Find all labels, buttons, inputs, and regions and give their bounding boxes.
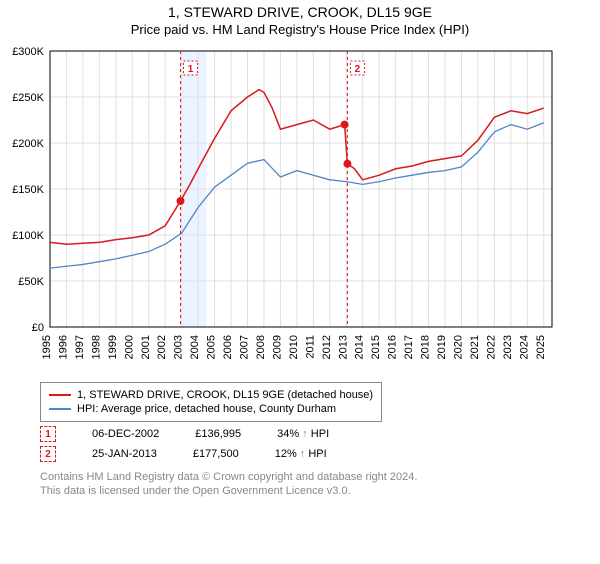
x-tick-label: 2007: [239, 335, 251, 359]
legend-row: 1, STEWARD DRIVE, CROOK, DL15 9GE (detac…: [49, 389, 373, 401]
y-tick-label: £50K: [18, 276, 44, 288]
footer-line: Contains HM Land Registry data © Crown c…: [40, 470, 600, 484]
x-tick-label: 2021: [469, 335, 481, 359]
sale-price: £136,995: [195, 428, 241, 440]
x-tick-label: 2003: [173, 335, 185, 359]
up-arrow-icon: ↑: [302, 428, 308, 440]
x-tick-label: 2012: [321, 335, 333, 359]
chart-title: 1, STEWARD DRIVE, CROOK, DL15 9GE: [0, 4, 600, 20]
svg-text:1: 1: [188, 64, 194, 75]
x-tick-label: 2002: [156, 335, 168, 359]
sales-table: 1 06-DEC-2002 £136,995 34% ↑ HPI 2 25-JAN-201…: [0, 426, 600, 462]
x-tick-label: 2025: [535, 335, 547, 359]
x-tick-label: 1999: [107, 335, 119, 359]
x-tick-label: 2019: [436, 335, 448, 359]
sale-flag: 1: [184, 61, 198, 75]
x-tick-label: 2009: [271, 335, 283, 359]
x-tick-label: 2016: [387, 335, 399, 359]
footer-line: This data is licensed under the Open Gov…: [40, 484, 600, 498]
legend-swatch: [49, 408, 71, 410]
x-tick-label: 2008: [255, 335, 267, 359]
y-tick-label: £150K: [12, 184, 44, 196]
x-tick-label: 2001: [140, 335, 152, 359]
x-tick-label: 2004: [189, 335, 201, 359]
x-tick-label: 2018: [420, 335, 432, 359]
sale-row: 1 06-DEC-2002 £136,995 34% ↑ HPI: [40, 426, 600, 442]
x-tick-label: 2013: [337, 335, 349, 359]
up-arrow-icon: ↑: [300, 448, 306, 460]
x-tick-label: 1998: [90, 335, 102, 359]
x-tick-label: 2022: [485, 335, 497, 359]
x-tick-label: 2006: [222, 335, 234, 359]
sale-price: £177,500: [193, 448, 239, 460]
x-tick-label: 1996: [57, 335, 69, 359]
legend-swatch: [49, 394, 71, 396]
x-tick-label: 2023: [502, 335, 514, 359]
x-tick-label: 2000: [123, 335, 135, 359]
sale-dot: [177, 197, 185, 205]
sale-pct: 34% ↑ HPI: [277, 428, 329, 440]
x-tick-label: 1997: [74, 335, 86, 359]
x-tick-label: 1995: [41, 335, 53, 359]
y-tick-label: £0: [32, 322, 44, 334]
x-tick-label: 2015: [370, 335, 382, 359]
chart-subtitle: Price paid vs. HM Land Registry's House …: [0, 22, 600, 37]
x-tick-label: 2011: [304, 335, 316, 359]
x-tick-label: 2024: [518, 335, 530, 359]
price-chart: £0 £50K £100K £150K £200K £250K £300K 1995 1996 1…: [0, 43, 560, 373]
sale-marker-icon: 2: [40, 446, 56, 462]
x-tick-label: 2017: [403, 335, 415, 359]
y-tick-label: £300K: [12, 46, 44, 58]
sale-row: 2 25-JAN-2013 £177,500 12% ↑ HPI: [40, 446, 600, 462]
sale-marker-icon: 1: [40, 426, 56, 442]
sale-pct: 12% ↑ HPI: [275, 448, 327, 460]
attribution-footer: Contains HM Land Registry data © Crown c…: [40, 470, 600, 499]
x-tick-label: 2014: [354, 335, 366, 359]
svg-text:2: 2: [355, 64, 361, 75]
x-tick-label: 2010: [288, 335, 300, 359]
sale-dot: [341, 121, 349, 129]
legend-label: HPI: Average price, detached house, Coun…: [77, 403, 336, 415]
legend: 1, STEWARD DRIVE, CROOK, DL15 9GE (detac…: [40, 382, 382, 422]
x-tick-label: 2005: [206, 335, 218, 359]
sale-dot: [343, 160, 351, 168]
sale-flag: 2: [350, 61, 364, 75]
y-tick-label: £200K: [12, 138, 44, 150]
sale-date: 25-JAN-2013: [92, 448, 157, 460]
legend-row: HPI: Average price, detached house, Coun…: [49, 403, 373, 415]
x-tick-label: 2020: [452, 335, 464, 359]
y-tick-label: £100K: [12, 230, 44, 242]
sale-date: 06-DEC-2002: [92, 428, 159, 440]
y-tick-label: £250K: [12, 92, 44, 104]
legend-label: 1, STEWARD DRIVE, CROOK, DL15 9GE (detac…: [77, 389, 373, 401]
